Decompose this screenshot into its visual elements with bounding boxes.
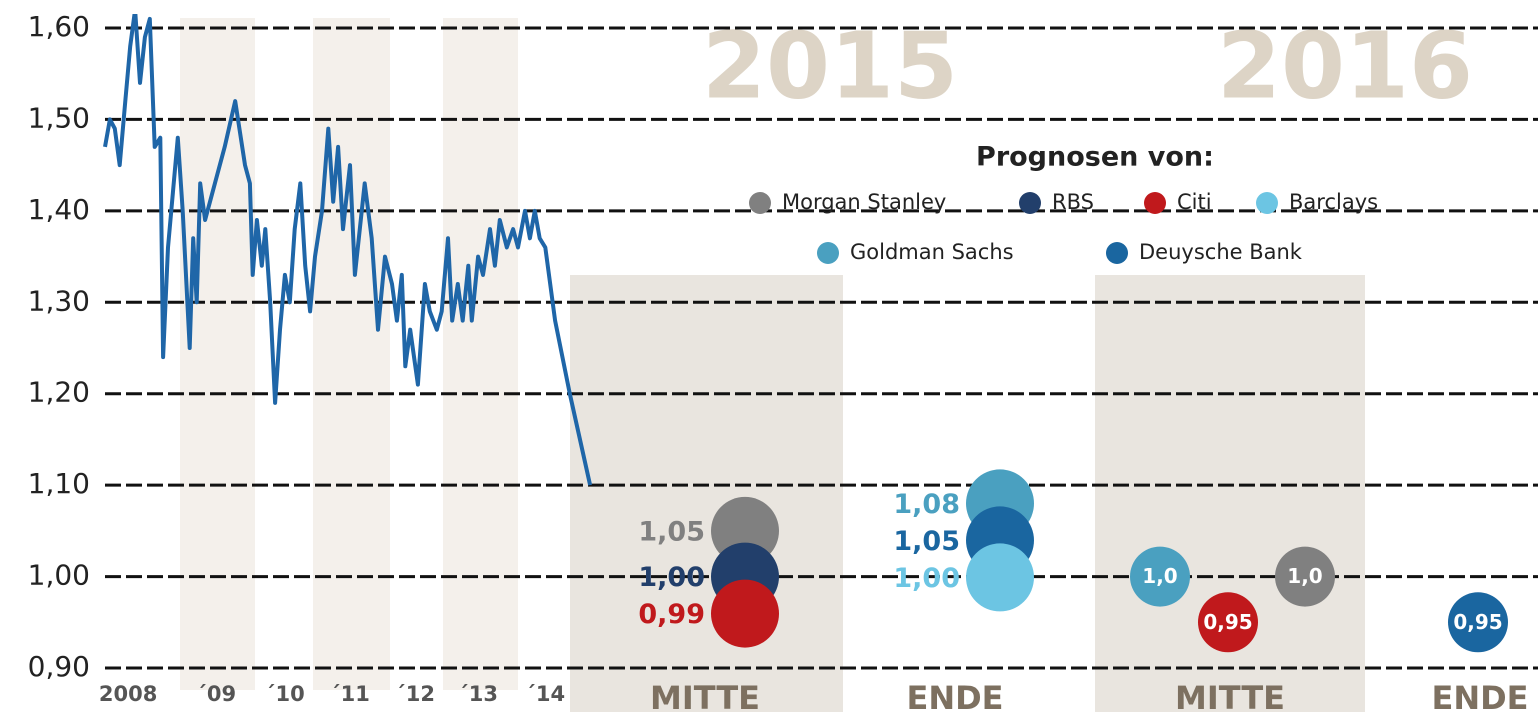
year-title: 2016 <box>1217 12 1473 119</box>
y-tick-label: 1,10 <box>28 467 90 500</box>
year-title: 2015 <box>702 12 958 119</box>
legend-swatch <box>1106 242 1128 264</box>
legend-label: Morgan Stanley <box>782 190 946 214</box>
x-tick-label: ´13 <box>458 682 498 706</box>
value-label: 0,99 <box>638 599 705 630</box>
value-label: 1,05 <box>638 516 705 547</box>
y-tick-label: 1,40 <box>28 193 90 226</box>
value-label: 1,00 <box>638 562 705 593</box>
y-tick-label: 1,60 <box>28 10 90 43</box>
y-tick-label: 1,50 <box>28 101 90 134</box>
value-label: 0,95 <box>1453 610 1502 634</box>
forecast-bubble <box>966 543 1034 612</box>
period-label: MITTE <box>1175 679 1285 712</box>
legend-label: Deuysche Bank <box>1139 240 1303 264</box>
period-label: ENDE <box>1431 679 1528 712</box>
legend-swatch <box>1256 192 1278 214</box>
forecast-bubble <box>1130 546 1190 607</box>
legend-label: Citi <box>1177 190 1212 214</box>
value-label: 1,05 <box>893 526 960 557</box>
forecast-bubble <box>1448 592 1508 653</box>
value-label: 0,95 <box>1203 610 1252 634</box>
period-label: ENDE <box>906 679 1003 712</box>
x-tick-label: ´12 <box>395 682 435 706</box>
legend-label: RBS <box>1052 190 1094 214</box>
x-tick-label: ´10 <box>265 682 305 706</box>
legend-swatch <box>1144 192 1166 214</box>
legend-label: Goldman Sachs <box>850 240 1014 264</box>
value-label: 1,0 <box>1142 564 1177 588</box>
forecast-bubble <box>711 579 779 648</box>
x-tick-label: ´14 <box>525 682 565 706</box>
legend-swatch <box>749 192 771 214</box>
value-label: 1,00 <box>893 563 960 594</box>
y-tick-label: 1,30 <box>28 284 90 317</box>
line <box>103 14 593 486</box>
y-tick-label: 0,90 <box>28 650 90 683</box>
forecast-bubble <box>1198 592 1258 653</box>
period-label: MITTE <box>650 679 760 712</box>
value-label: 1,0 <box>1287 564 1322 588</box>
legend-swatch <box>817 242 839 264</box>
y-tick-label: 1,20 <box>28 376 90 409</box>
legend-title: Prognosen von: <box>976 142 1214 173</box>
x-tick-label: ´11 <box>330 682 370 706</box>
legend-swatch <box>1019 192 1041 214</box>
period-band <box>570 275 843 712</box>
forecast-bubble <box>1275 546 1335 607</box>
legend-label: Barclays <box>1289 190 1378 214</box>
x-tick-label: 2008 <box>99 682 157 706</box>
value-label: 1,08 <box>893 489 960 520</box>
y-tick-label: 1,00 <box>28 559 90 592</box>
x-tick-label: ´09 <box>196 682 236 706</box>
